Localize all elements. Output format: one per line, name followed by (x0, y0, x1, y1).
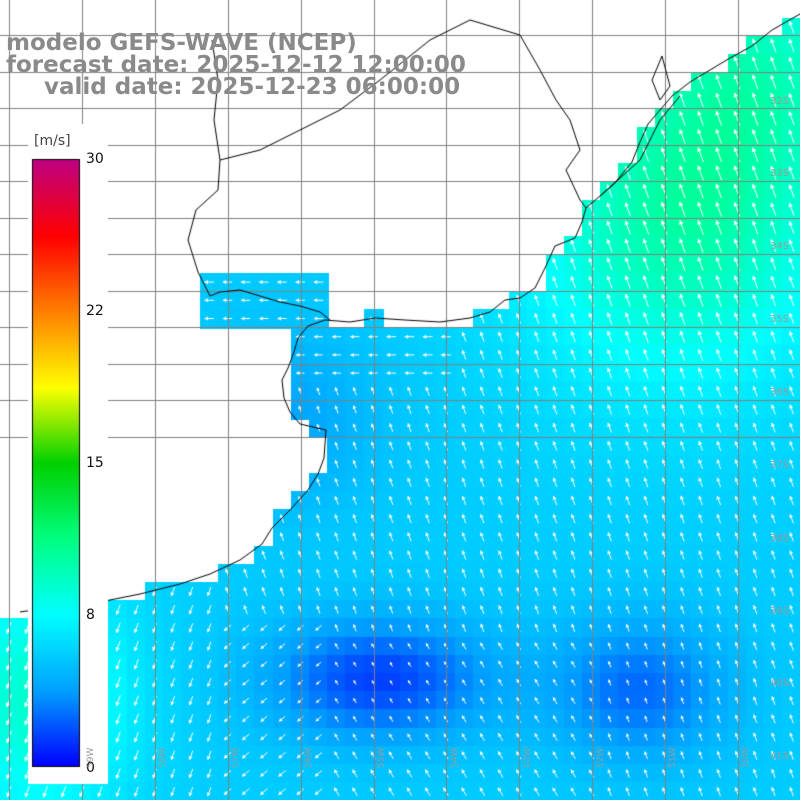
valid-date: valid date: 2025-12-23 06:00:00 (44, 74, 461, 100)
colorbar-tick-15: 15 (86, 455, 104, 471)
lat-label: 39S (770, 606, 790, 617)
lat-label: 32S (770, 96, 790, 107)
colorbar-unit: [m/s] (34, 133, 71, 149)
lat-label: 34S (770, 241, 790, 252)
lon-label: 55W (377, 747, 387, 768)
lon-label: 51W (668, 747, 678, 768)
lat-label: 37S (770, 460, 790, 471)
model-title: modelo GEFS-WAVE (NCEP) (6, 30, 357, 56)
lon-label: 58W (158, 747, 168, 768)
lat-label: 41S (770, 751, 790, 762)
lon-label: 56W (304, 747, 314, 768)
colorbar-tick-30: 30 (86, 151, 104, 167)
lon-label: 53W (523, 747, 533, 768)
lat-label: 38S (770, 533, 790, 544)
colorbar-tick-0: 0 (86, 760, 95, 776)
lat-label: 33S (770, 168, 790, 179)
lat-label: 35S (770, 314, 790, 325)
colorbar-tick-8: 8 (86, 607, 95, 623)
forecast-date: forecast date: 2025-12-12 12:00:00 (6, 52, 466, 78)
lon-label: 52W (596, 747, 606, 768)
lon-label: 54W (450, 747, 460, 768)
lon-label: 50W (741, 747, 751, 768)
colorbar-tick-22: 22 (86, 303, 104, 319)
lon-label: 59W (86, 747, 96, 768)
lat-label: 40S (770, 678, 790, 689)
lon-label: 57W (231, 747, 241, 768)
lat-label: 36S (770, 387, 790, 398)
